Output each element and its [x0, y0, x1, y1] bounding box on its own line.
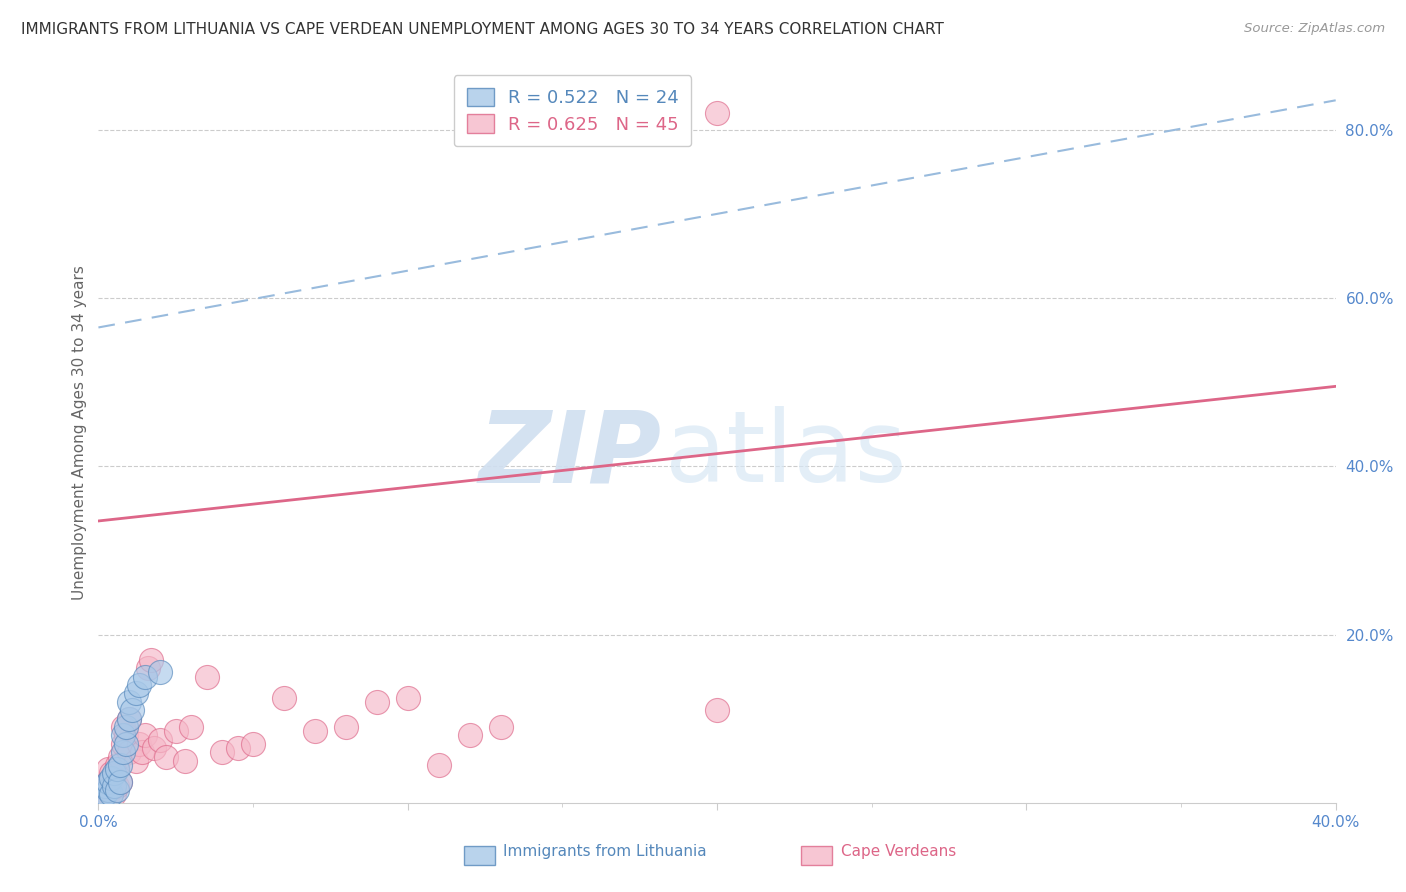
- Point: [105, 762, 128, 776]
- Legend: R = 0.522   N = 24, R = 0.625   N = 45: R = 0.522 N = 24, R = 0.625 N = 45: [454, 75, 692, 146]
- Point: [97, 783, 120, 797]
- Point: [149, 665, 172, 680]
- Text: IMMIGRANTS FROM LITHUANIA VS CAPE VERDEAN UNEMPLOYMENT AMONG AGES 30 TO 34 YEARS: IMMIGRANTS FROM LITHUANIA VS CAPE VERDEA…: [21, 22, 943, 37]
- Point: [112, 737, 135, 751]
- Point: [396, 690, 419, 705]
- Point: [226, 741, 249, 756]
- Point: [105, 758, 128, 772]
- Point: [118, 712, 141, 726]
- Point: [128, 678, 150, 692]
- Point: [118, 745, 141, 759]
- Point: [139, 653, 162, 667]
- Point: [180, 720, 202, 734]
- Point: [108, 749, 131, 764]
- Point: [90, 783, 112, 797]
- Point: [134, 670, 156, 684]
- Point: [128, 737, 150, 751]
- Point: [103, 788, 125, 802]
- Text: Immigrants from Lithuania: Immigrants from Lithuania: [503, 845, 707, 859]
- Point: [165, 724, 187, 739]
- Point: [335, 720, 357, 734]
- Point: [174, 754, 197, 768]
- Point: [97, 774, 120, 789]
- Point: [90, 791, 112, 805]
- Point: [108, 774, 131, 789]
- Point: [118, 712, 141, 726]
- Point: [489, 720, 512, 734]
- Text: ZIP: ZIP: [478, 407, 661, 503]
- Point: [93, 779, 115, 793]
- Point: [103, 779, 125, 793]
- Point: [112, 720, 135, 734]
- Point: [458, 729, 481, 743]
- Point: [366, 695, 388, 709]
- Point: [155, 749, 177, 764]
- Point: [115, 720, 138, 734]
- Point: [100, 788, 122, 802]
- Point: [100, 766, 122, 780]
- Point: [112, 729, 135, 743]
- Point: [121, 703, 143, 717]
- Point: [124, 686, 146, 700]
- Point: [118, 695, 141, 709]
- Point: [136, 661, 159, 675]
- Point: [242, 737, 264, 751]
- Point: [103, 766, 125, 780]
- Point: [211, 745, 233, 759]
- Point: [149, 732, 172, 747]
- Point: [706, 703, 728, 717]
- Point: [304, 724, 326, 739]
- Point: [93, 788, 115, 802]
- Point: [100, 783, 122, 797]
- Text: atlas: atlas: [665, 407, 907, 503]
- Point: [131, 745, 153, 759]
- Point: [105, 783, 128, 797]
- Point: [100, 771, 122, 785]
- Point: [273, 690, 295, 705]
- Point: [112, 745, 135, 759]
- Text: Source: ZipAtlas.com: Source: ZipAtlas.com: [1244, 22, 1385, 36]
- Point: [115, 729, 138, 743]
- Point: [97, 762, 120, 776]
- Point: [103, 771, 125, 785]
- Point: [134, 729, 156, 743]
- Point: [93, 788, 115, 802]
- Point: [124, 754, 146, 768]
- Point: [195, 670, 218, 684]
- Point: [427, 758, 450, 772]
- Y-axis label: Unemployment Among Ages 30 to 34 years: Unemployment Among Ages 30 to 34 years: [72, 265, 87, 600]
- Point: [97, 774, 120, 789]
- Point: [93, 779, 115, 793]
- Point: [105, 779, 128, 793]
- Text: Cape Verdeans: Cape Verdeans: [841, 845, 956, 859]
- Point: [108, 774, 131, 789]
- Point: [108, 758, 131, 772]
- Point: [115, 737, 138, 751]
- Point: [706, 106, 728, 120]
- Point: [143, 741, 166, 756]
- Point: [90, 791, 112, 805]
